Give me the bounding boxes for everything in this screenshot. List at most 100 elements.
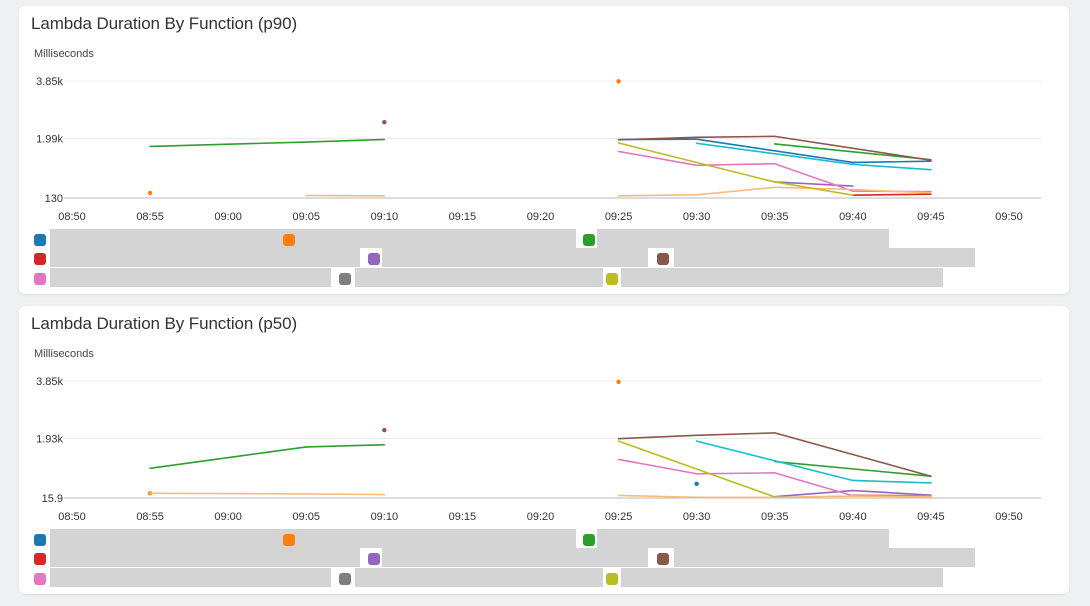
legend-swatch[interactable]	[606, 573, 618, 585]
legend-label-redacted[interactable]	[674, 548, 975, 567]
p90-chart[interactable]: 3.85k 1.99k 130 08:50 08:55 09:00 09:05 09:10 09…	[19, 6, 1069, 294]
series-line	[695, 432, 776, 437]
panel-title: Lambda Duration By Function (p90)	[31, 14, 298, 33]
legend-swatch[interactable]	[368, 253, 380, 265]
series-line	[852, 188, 932, 194]
x-tick-label: 08:50	[58, 511, 86, 523]
legend-label-redacted[interactable]	[50, 529, 310, 548]
x-tick-label: 09:35	[761, 511, 789, 523]
legend-swatch[interactable]	[283, 534, 295, 546]
data-point	[382, 427, 387, 433]
legend-label-redacted[interactable]	[50, 268, 331, 287]
series-line	[617, 194, 698, 197]
x-tick-label: 09:40	[839, 511, 867, 523]
legend-label-redacted[interactable]	[50, 248, 360, 267]
x-tick-label: 09:20	[527, 211, 555, 223]
legend-label-redacted[interactable]	[597, 529, 889, 548]
series-line	[695, 138, 854, 164]
legend-swatch[interactable]	[583, 234, 595, 246]
x-tick-label: 09:00	[214, 211, 242, 223]
legend-swatch[interactable]	[34, 234, 46, 246]
series-4	[773, 181, 854, 187]
x-tick-label: 09:05	[292, 511, 320, 523]
data-point	[147, 190, 153, 196]
series-line	[617, 142, 776, 183]
panel-title: Lambda Duration By Function (p50)	[31, 314, 298, 333]
legend-swatch[interactable]	[34, 273, 46, 285]
series-2	[149, 443, 932, 478]
legend-label-redacted[interactable]	[621, 268, 943, 287]
x-tick-label: 09:40	[839, 211, 867, 223]
series-line	[852, 489, 932, 496]
series-line	[773, 181, 854, 187]
series-line	[773, 181, 854, 196]
legend-label-redacted[interactable]	[382, 248, 648, 267]
x-tick-label: 09:25	[605, 511, 633, 523]
series-line	[695, 142, 854, 166]
series-line	[617, 440, 776, 498]
series-5	[382, 427, 932, 478]
series-line	[617, 494, 698, 499]
legend-label-redacted[interactable]	[297, 529, 576, 548]
series-line	[617, 136, 698, 141]
x-tick-label: 09:50	[995, 211, 1023, 223]
series-line	[852, 160, 932, 164]
x-tick-label: 09:10	[371, 511, 399, 523]
series-1	[147, 79, 621, 196]
x-tick-label: 09:30	[683, 511, 711, 523]
legend-swatch[interactable]	[34, 573, 46, 585]
legend-label-redacted[interactable]	[355, 268, 603, 287]
series-0	[694, 481, 699, 487]
series-6	[617, 150, 932, 193]
x-tick-label: 08:55	[136, 511, 164, 523]
series-6	[617, 458, 932, 497]
series-line	[852, 479, 932, 484]
x-tick-label: 09:35	[761, 211, 789, 223]
legend-swatch[interactable]	[34, 553, 46, 565]
legend-swatch[interactable]	[339, 573, 351, 585]
p90-panel: Lambda Duration By Function (p90) Millis…	[19, 6, 1069, 294]
x-tick-label: 08:55	[136, 211, 164, 223]
legend-label-redacted[interactable]	[597, 229, 889, 248]
x-tick-label: 09:15	[449, 211, 477, 223]
series-line	[773, 162, 854, 192]
legend-label-redacted[interactable]	[297, 229, 576, 248]
series-7	[149, 492, 932, 499]
y-tick-label: 1.93k	[36, 434, 63, 446]
legend-label-redacted[interactable]	[355, 568, 603, 587]
series-line	[617, 150, 698, 167]
legend-label-redacted[interactable]	[50, 568, 331, 587]
legend-swatch[interactable]	[34, 253, 46, 265]
x-tick-label: 09:20	[527, 511, 555, 523]
series-line	[773, 460, 932, 478]
legend-label-redacted[interactable]	[621, 568, 943, 587]
legend-label-redacted[interactable]	[382, 548, 648, 567]
legend-swatch[interactable]	[657, 553, 669, 565]
series-9	[617, 142, 854, 196]
data-point	[616, 79, 621, 84]
legend-swatch[interactable]	[339, 273, 351, 285]
p50-panel: Lambda Duration By Function (p50) Millis…	[19, 306, 1069, 594]
y-tick-label: 130	[45, 193, 63, 205]
series-3	[852, 193, 932, 196]
x-tick-label: 09:50	[995, 511, 1023, 523]
legend-label-redacted[interactable]	[674, 248, 975, 267]
legend-swatch[interactable]	[606, 273, 618, 285]
y-tick-label: 1.99k	[36, 134, 63, 146]
series-line	[852, 163, 932, 171]
legend-swatch[interactable]	[368, 553, 380, 565]
legend-label-redacted[interactable]	[50, 229, 310, 248]
y-tick-label: 3.85k	[36, 376, 63, 388]
series-line	[773, 135, 932, 162]
legend-swatch[interactable]	[283, 234, 295, 246]
legend-swatch[interactable]	[657, 253, 669, 265]
p50-chart[interactable]: 3.85k 1.93k 15.9 08:50 08:55 09:00 09:05 09:10 0…	[19, 306, 1069, 594]
legend-swatch[interactable]	[583, 534, 595, 546]
series-line	[305, 443, 386, 448]
legend-label-redacted[interactable]	[50, 548, 360, 567]
legend-swatch[interactable]	[34, 534, 46, 546]
series-line	[773, 432, 932, 478]
series-1	[147, 379, 621, 496]
data-point	[382, 120, 387, 125]
series-line	[695, 440, 854, 482]
